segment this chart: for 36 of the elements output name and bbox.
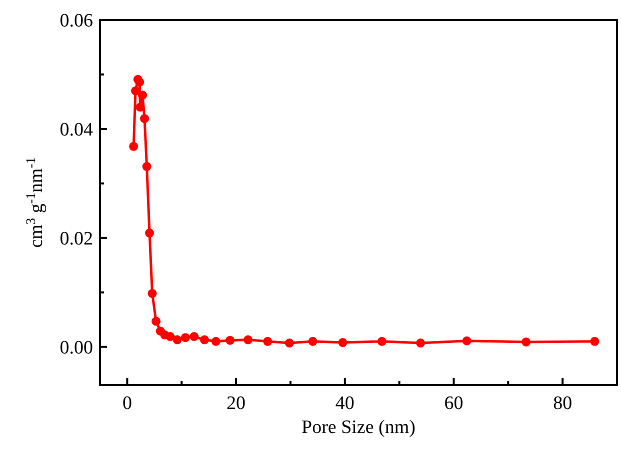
x-tick-label: 80 [553, 393, 572, 414]
point [148, 288, 157, 298]
point [136, 102, 145, 112]
y-tick-label: 0.00 [60, 338, 93, 359]
point [284, 338, 294, 348]
point [226, 336, 235, 345]
point [308, 336, 318, 346]
point [142, 162, 152, 172]
point [138, 90, 148, 100]
point [377, 336, 386, 346]
point [166, 332, 175, 342]
x-axis-title: Pore Size (nm) [302, 417, 416, 438]
point [211, 336, 220, 346]
point [145, 228, 154, 238]
point [416, 338, 426, 348]
point [462, 336, 472, 346]
point [140, 114, 150, 124]
point [135, 78, 144, 87]
x-tick-label: 20 [226, 393, 246, 414]
point [244, 335, 253, 344]
x-tick-label: 60 [444, 393, 464, 414]
point [172, 335, 182, 344]
point [263, 336, 272, 346]
point [152, 316, 161, 326]
y-tick-label: 0.06 [60, 10, 93, 32]
x-tick-label: 40 [335, 393, 354, 414]
point [590, 336, 600, 346]
point [190, 332, 199, 342]
x-tick-label: 0 [122, 393, 132, 414]
point [338, 338, 348, 348]
y-tick-label: 0.02 [60, 228, 93, 250]
point [200, 335, 209, 344]
y-tick-label: 0.04 [60, 120, 94, 141]
point [522, 337, 531, 346]
point [180, 333, 190, 342]
point [129, 142, 138, 151]
